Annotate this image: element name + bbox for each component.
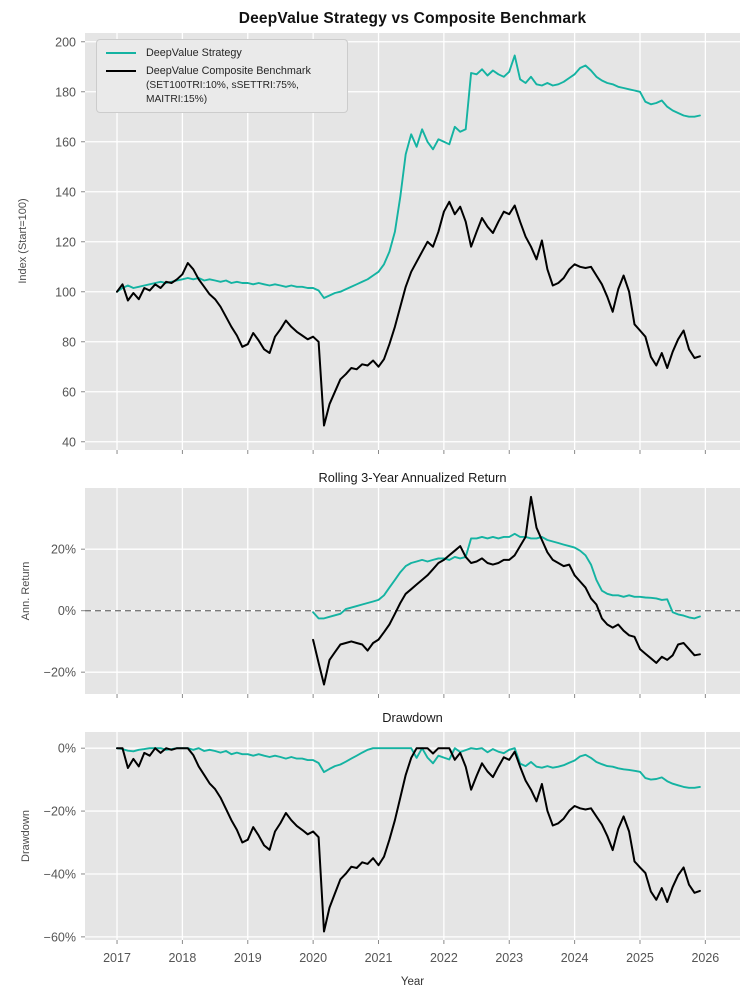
svg-text:160: 160 bbox=[55, 135, 76, 149]
series-line-benchmark bbox=[312, 495, 701, 686]
svg-text:2024: 2024 bbox=[561, 951, 589, 965]
legend-label-strategy: DeepValue Strategy bbox=[146, 47, 242, 59]
legend-item-benchmark: DeepValue Composite Benchmark (SET100TRI… bbox=[106, 65, 338, 106]
svg-text:140: 140 bbox=[55, 185, 76, 199]
figure-title: DeepValue Strategy vs Composite Benchmar… bbox=[238, 10, 587, 27]
svg-text:20%: 20% bbox=[51, 543, 76, 557]
svg-text:120: 120 bbox=[55, 235, 76, 249]
svg-text:2022: 2022 bbox=[430, 951, 458, 965]
svg-text:0%: 0% bbox=[58, 742, 76, 756]
series-line-strategy bbox=[116, 747, 701, 789]
svg-text:2020: 2020 bbox=[299, 951, 327, 965]
series-line-strategy bbox=[116, 54, 701, 299]
svg-text:−40%: −40% bbox=[44, 867, 76, 881]
svg-text:60: 60 bbox=[62, 385, 76, 399]
svg-text:2021: 2021 bbox=[365, 951, 393, 965]
legend: DeepValue Strategy DeepValue Composite B… bbox=[96, 39, 348, 114]
svg-text:200: 200 bbox=[55, 35, 76, 49]
svg-text:2025: 2025 bbox=[626, 951, 654, 965]
svg-text:40: 40 bbox=[62, 435, 76, 449]
x-axis-label: Year bbox=[400, 976, 425, 988]
svg-text:80: 80 bbox=[62, 335, 76, 349]
svg-text:2018: 2018 bbox=[168, 951, 196, 965]
series-line-strategy bbox=[312, 532, 701, 620]
svg-text:100: 100 bbox=[55, 285, 76, 299]
panel-drawdown-chart: 0% −20% −40% −60% 2017 2018 2019 2020 2021 2022 20… bbox=[44, 732, 740, 965]
rolling-return-title: Rolling 3-Year Annualized Return bbox=[318, 470, 507, 485]
svg-text:2023: 2023 bbox=[495, 951, 523, 965]
strategy-line-swatch bbox=[106, 52, 136, 54]
svg-text:−20%: −20% bbox=[44, 666, 76, 680]
svg-text:2026: 2026 bbox=[691, 951, 719, 965]
svg-text:−60%: −60% bbox=[44, 930, 76, 944]
series-line-benchmark bbox=[116, 747, 701, 933]
svg-text:180: 180 bbox=[55, 85, 76, 99]
y-axis-label-ann-return: Ann. Return bbox=[20, 561, 32, 621]
svg-text:−20%: −20% bbox=[44, 805, 76, 819]
drawdown-title: Drawdown bbox=[382, 710, 443, 725]
benchmark-line-swatch bbox=[106, 70, 136, 73]
svg-text:2017: 2017 bbox=[103, 951, 131, 965]
series-line-benchmark bbox=[116, 200, 701, 427]
legend-label-benchmark: DeepValue Composite Benchmark (SET100TRI… bbox=[146, 65, 311, 105]
y-axis-label-drawdown: Drawdown bbox=[20, 810, 32, 862]
panel-rolling-return-chart: 20% 0% −20% bbox=[44, 488, 740, 698]
svg-text:0%: 0% bbox=[58, 604, 76, 618]
y-axis-label-index: Index (Start=100) bbox=[17, 198, 29, 284]
legend-item-strategy: DeepValue Strategy bbox=[106, 47, 338, 60]
svg-text:2019: 2019 bbox=[234, 951, 262, 965]
